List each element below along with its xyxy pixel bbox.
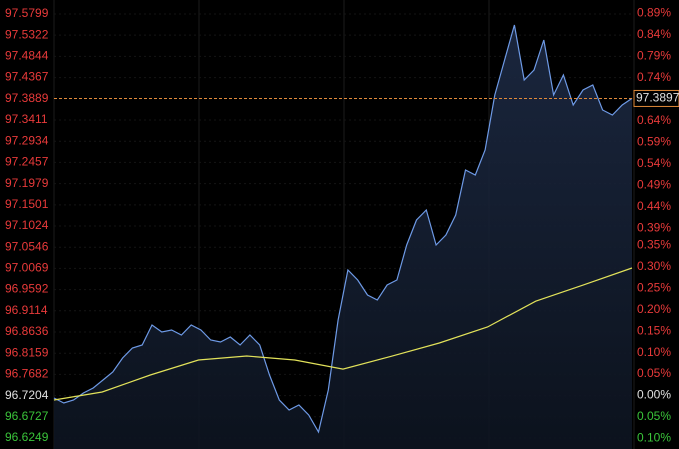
y-tick-label: 97.3411 <box>5 112 48 126</box>
y2-tick-label: 0.74% <box>637 70 671 84</box>
y2-tick-label: 0.35% <box>637 237 671 251</box>
y-tick-label: 96.7204 <box>5 388 49 402</box>
y2-tick-label: 0.15% <box>637 323 671 337</box>
y-tick-label: 97.1501 <box>5 197 49 211</box>
y-tick-label: 97.0069 <box>5 261 49 275</box>
y-tick-label: 97.5322 <box>5 27 49 41</box>
y-tick-label: 96.8159 <box>5 345 49 359</box>
y-tick-label: 97.0546 <box>5 239 49 253</box>
y-tick-label: 97.1024 <box>5 218 49 232</box>
y2-tick-label: 0.20% <box>637 302 671 316</box>
y2-tick-label: 0.05% <box>637 366 671 380</box>
y2-tick-label: 0.89% <box>637 6 671 20</box>
price-line <box>53 24 633 434</box>
y2-tick-label: 0.25% <box>637 280 671 294</box>
y2-tick-label: 0.10% <box>637 431 671 445</box>
y2-tick-label: 0.10% <box>637 345 671 359</box>
y2-tick-label: 0.79% <box>637 49 671 63</box>
y-tick-label: 97.1979 <box>5 176 49 190</box>
y2-tick-label: 0.05% <box>637 409 671 423</box>
y2-tick-label: 0.49% <box>637 177 671 191</box>
y-tick-label: 97.3889 <box>5 91 49 105</box>
y2-tick-label: 0.30% <box>637 259 671 273</box>
y-tick-label: 96.9114 <box>5 303 48 317</box>
y2-tick-label: 0.64% <box>637 113 671 127</box>
last-price-box <box>633 89 679 107</box>
y2-tick-label: 0.00% <box>637 388 671 402</box>
y2-tick-label: 0.39% <box>637 220 671 234</box>
y2-tick-label: 0.59% <box>637 134 671 148</box>
y2-tick-label: 0.44% <box>637 199 671 213</box>
y-tick-label: 96.6249 <box>5 430 49 444</box>
y-tick-label: 97.4367 <box>5 70 49 84</box>
y-tick-label: 96.8636 <box>5 324 49 338</box>
price-area <box>54 25 632 449</box>
y-tick-label: 97.2457 <box>5 155 49 169</box>
last-price-label: 97.3897 <box>636 91 679 105</box>
y-tick-label: 96.9592 <box>5 282 49 296</box>
average-line <box>53 267 633 401</box>
y2-tick-label: 0.84% <box>637 27 671 41</box>
y-tick-label: 97.4844 <box>5 49 49 63</box>
y-tick-label: 97.2934 <box>5 133 49 147</box>
y-tick-label: 97.5799 <box>5 6 49 20</box>
y-tick-label: 96.6727 <box>5 409 49 423</box>
y-tick-label: 96.7682 <box>5 367 49 381</box>
y2-tick-label: 0.54% <box>637 156 671 170</box>
